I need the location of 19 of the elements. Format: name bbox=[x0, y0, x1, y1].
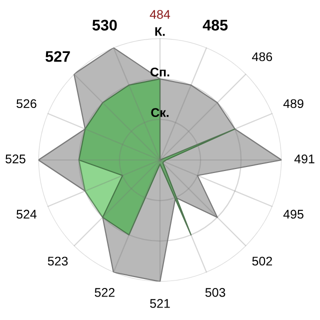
spoke-label: 495 bbox=[283, 210, 304, 219]
spoke-label: 503 bbox=[205, 288, 226, 297]
spoke-label: 491 bbox=[294, 154, 314, 164]
spoke-label: 530 bbox=[92, 20, 117, 31]
spoke-label: 523 bbox=[48, 256, 68, 266]
spoke-label: 527 bbox=[46, 51, 70, 62]
y-tick-label: Ск. bbox=[151, 108, 169, 117]
y-tick-label: Сп. bbox=[150, 68, 170, 76]
spoke-label: 524 bbox=[16, 210, 37, 219]
spoke-label: 526 bbox=[16, 99, 36, 108]
spoke-label: 489 bbox=[283, 99, 304, 108]
spoke-label: 525 bbox=[6, 154, 26, 164]
spoke-label: 521 bbox=[150, 299, 170, 308]
spoke-label: 502 bbox=[252, 256, 272, 266]
y-tick-label: К. bbox=[155, 27, 165, 36]
spoke-label: 486 bbox=[252, 52, 272, 62]
spoke-label: 522 bbox=[94, 288, 114, 297]
spoke-label: 484 bbox=[150, 10, 170, 19]
spoke-label: 485 bbox=[202, 20, 228, 31]
